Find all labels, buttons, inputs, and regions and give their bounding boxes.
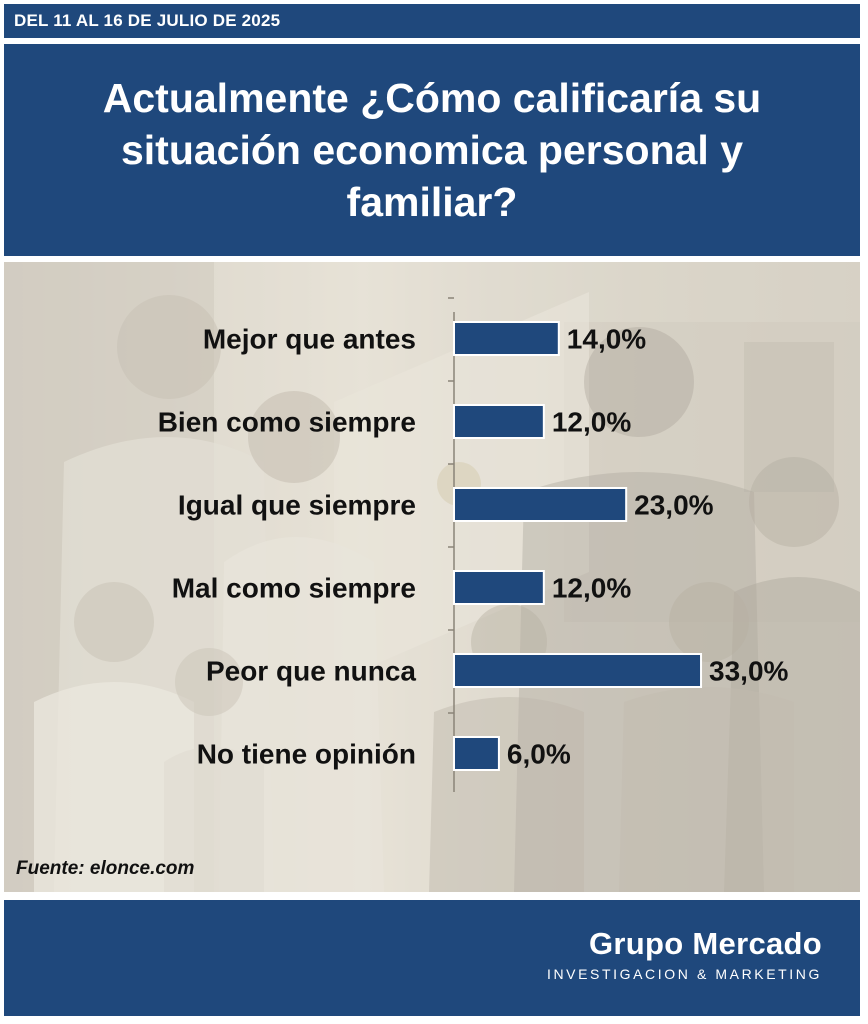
bar (453, 653, 703, 688)
category-label: No tiene opinión (197, 739, 416, 770)
bar (453, 736, 500, 771)
value-label: 33,0% (709, 656, 788, 687)
brand-logo-name: Grupo Mercado (589, 926, 822, 961)
category-label: Bien como siempre (158, 407, 416, 438)
title-banner: Actualmente ¿Cómo calificaría su situaci… (4, 44, 860, 256)
value-label: 14,0% (567, 324, 646, 355)
footer-banner: Grupo Mercado INVESTIGACION & MARKETING (4, 900, 860, 1016)
date-range-text: DEL 11 AL 16 DE JULIO DE 2025 (14, 11, 281, 30)
date-range-banner: DEL 11 AL 16 DE JULIO DE 2025 (4, 4, 860, 38)
bar (453, 487, 628, 522)
category-label: Peor que nunca (206, 656, 416, 687)
chart-area: Mejor que antes 14,0% Bien como siempre 12,… (4, 262, 860, 892)
value-label: 12,0% (552, 573, 631, 604)
source-note: Fuente: elonce.com (16, 858, 195, 879)
value-label: 6,0% (507, 739, 571, 770)
bar-chart: Mejor que antes 14,0% Bien como siempre 12,… (158, 297, 789, 792)
category-label: Mejor que antes (203, 324, 416, 355)
bar (453, 570, 545, 605)
brand-logo-tagline: INVESTIGACION & MARKETING (546, 966, 822, 982)
value-label: 12,0% (552, 407, 631, 438)
chart-title: Actualmente ¿Cómo calificaría su situaci… (102, 75, 762, 225)
bar (453, 321, 560, 356)
category-label: Igual que siempre (178, 490, 416, 521)
value-label: 23,0% (634, 490, 713, 521)
background-photo (4, 262, 860, 892)
bar (453, 404, 545, 439)
category-label: Mal como siempre (172, 573, 416, 604)
